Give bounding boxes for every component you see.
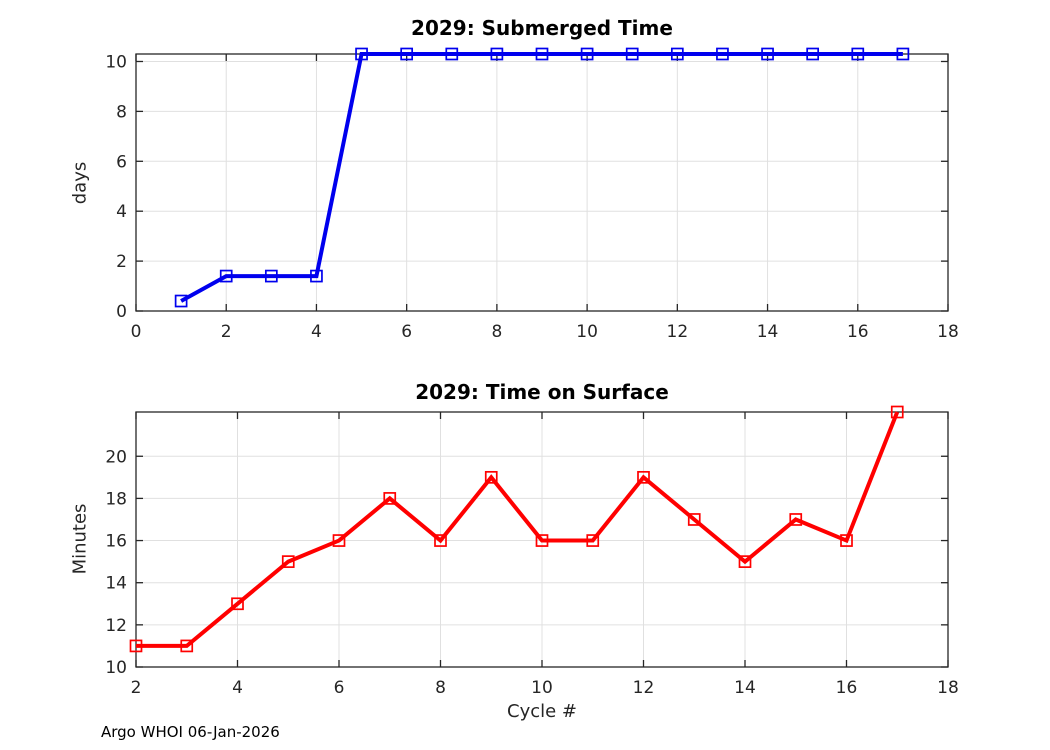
y-tick-label: 16 [105, 532, 127, 552]
data-point-marker [332, 534, 346, 547]
x-tick-label: 14 [757, 322, 779, 342]
data-point-marker [383, 492, 397, 505]
data-point-marker [761, 47, 774, 61]
axes-box [135, 53, 949, 312]
data-point-marker [231, 597, 244, 611]
y-tick-label: 2 [116, 252, 127, 272]
y-tick-label: 18 [105, 489, 127, 509]
x-tick-label: 14 [734, 678, 756, 698]
data-point-marker [738, 555, 752, 568]
y-tick-label: 12 [105, 616, 127, 636]
data-point-marker [490, 47, 504, 61]
chart-title-submerged-time: 2029: Submerged Time [411, 16, 673, 40]
x-axis-label-cycle: Cycle # [507, 701, 577, 722]
data-point-marker [789, 513, 803, 526]
x-tick-label: 0 [131, 322, 142, 342]
data-point-marker [851, 47, 865, 61]
data-point-marker [400, 47, 414, 61]
y-tick-label: 10 [105, 52, 127, 72]
data-point-marker [355, 47, 368, 61]
y-tick-label: 4 [116, 202, 127, 222]
x-tick-label: 10 [531, 678, 553, 698]
x-tick-label: 2 [221, 322, 232, 342]
x-tick-label: 16 [847, 322, 869, 342]
y-tick-label: 6 [116, 152, 127, 172]
data-point-marker [281, 555, 295, 568]
data-point-marker [625, 47, 639, 61]
x-tick-label: 4 [311, 322, 322, 342]
data-point-marker [445, 47, 459, 61]
x-tick-label: 16 [836, 678, 858, 698]
data-point-marker [219, 269, 233, 283]
data-point-marker [670, 47, 684, 61]
x-tick-label: 10 [576, 322, 598, 342]
x-tick-label: 6 [334, 678, 345, 698]
data-point-marker [180, 639, 194, 653]
y-axis-label-days: days [69, 161, 91, 205]
data-point-marker [535, 47, 549, 61]
chart-title-time-on-surface: 2029: Time on Surface [415, 380, 669, 404]
data-point-marker [264, 269, 278, 283]
y-axis-label-minutes: Minutes [69, 503, 91, 575]
footer-attribution: Argo WHOI 06-Jan-2026 [101, 723, 280, 741]
data-point-marker [174, 294, 188, 308]
data-line [180, 52, 903, 303]
x-tick-label: 12 [667, 322, 689, 342]
data-point-marker [716, 47, 729, 61]
data-point-marker [637, 470, 650, 484]
y-tick-label: 0 [116, 302, 127, 322]
data-point-marker [840, 534, 853, 547]
data-line [136, 411, 900, 648]
data-point-marker [580, 47, 594, 61]
data-point-marker [687, 513, 701, 526]
data-point-marker [890, 405, 904, 419]
y-tick-label: 20 [105, 447, 127, 467]
y-tick-label: 8 [116, 102, 127, 122]
x-tick-label: 18 [937, 678, 959, 698]
data-point-marker [484, 470, 498, 484]
x-tick-label: 18 [937, 322, 959, 342]
x-tick-label: 8 [435, 678, 446, 698]
x-tick-label: 6 [401, 322, 412, 342]
x-tick-label: 8 [491, 322, 502, 342]
x-tick-label: 12 [633, 678, 655, 698]
y-tick-label: 14 [105, 574, 127, 594]
x-tick-label: 2 [131, 678, 142, 698]
x-tick-label: 4 [232, 678, 243, 698]
data-point-marker [586, 534, 600, 547]
data-point-marker [806, 47, 820, 61]
y-tick-label: 10 [105, 658, 127, 678]
data-point-marker [310, 269, 323, 283]
data-point-marker [535, 534, 549, 547]
data-point-marker [129, 639, 143, 653]
data-point-marker [896, 47, 910, 61]
data-point-marker [434, 534, 447, 547]
